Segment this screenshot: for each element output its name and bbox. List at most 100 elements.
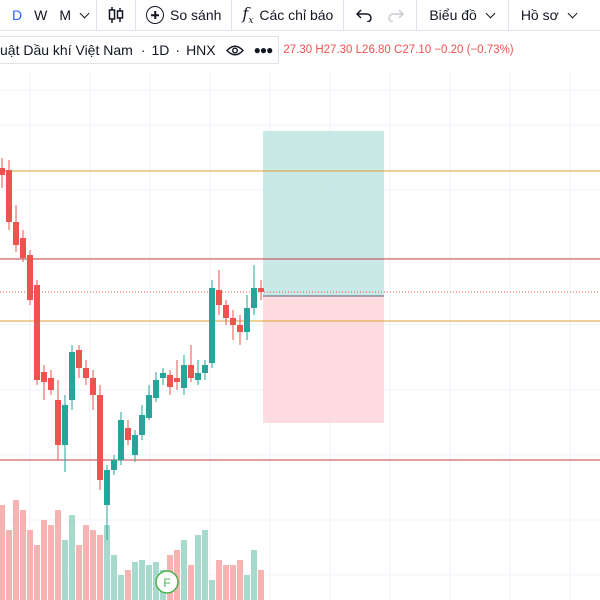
toolbar-divider bbox=[343, 0, 345, 30]
candle-body bbox=[125, 428, 131, 440]
candle-body bbox=[188, 365, 194, 378]
volume-bar bbox=[258, 570, 264, 600]
interval-w-button[interactable]: W bbox=[34, 7, 48, 23]
top-toolbar: D W M So sánh fx Các chỉ báo B bbox=[0, 0, 600, 31]
volume-bar bbox=[62, 540, 68, 600]
volume-bar bbox=[97, 535, 103, 600]
candle bbox=[111, 455, 117, 475]
ohlc-close: C27.10 bbox=[394, 44, 432, 56]
candle bbox=[237, 315, 243, 345]
volume-bar bbox=[55, 510, 61, 600]
eye-icon[interactable] bbox=[225, 45, 244, 56]
profile-menu-button[interactable]: Hồ sơ bbox=[509, 0, 590, 30]
undo-icon bbox=[356, 9, 373, 22]
candle bbox=[27, 250, 33, 305]
add-circle-icon bbox=[146, 6, 165, 24]
volume-bar bbox=[118, 575, 124, 600]
event-marker[interactable]: F bbox=[155, 570, 179, 594]
candle-body bbox=[27, 255, 33, 300]
symbol-name: uật Dầu khí Việt Nam bbox=[0, 42, 133, 58]
volume-bar bbox=[13, 500, 19, 600]
candle-body bbox=[48, 378, 54, 390]
volume-bar bbox=[41, 520, 47, 600]
candle-body bbox=[160, 373, 166, 378]
symbol-interval: 1D bbox=[151, 42, 170, 58]
candle bbox=[146, 385, 152, 420]
volume-bar bbox=[139, 560, 145, 600]
candle bbox=[69, 345, 75, 410]
candle bbox=[258, 280, 264, 300]
redo-button[interactable] bbox=[380, 0, 416, 30]
volume-bar bbox=[34, 545, 40, 600]
candle bbox=[181, 355, 187, 395]
candle-body bbox=[41, 372, 47, 382]
candlesticks bbox=[0, 158, 264, 540]
volume-bar bbox=[209, 580, 215, 600]
interval-d-button[interactable]: D bbox=[12, 7, 23, 23]
symbol-exchange: HNX bbox=[186, 42, 216, 58]
volume-bar bbox=[181, 540, 187, 600]
function-icon: fx bbox=[242, 3, 254, 27]
volume-bars bbox=[0, 500, 264, 600]
candle-body bbox=[97, 395, 103, 480]
candle bbox=[251, 265, 257, 315]
candle-body bbox=[223, 305, 229, 318]
candle-body bbox=[146, 395, 152, 418]
volume-bar bbox=[174, 550, 180, 600]
candle-body bbox=[174, 378, 180, 382]
volume-bar bbox=[202, 530, 208, 600]
volume-bar bbox=[244, 575, 250, 600]
ohlc-open: 27.30 bbox=[283, 44, 313, 56]
candle bbox=[0, 158, 5, 188]
candle-body bbox=[181, 365, 187, 388]
candle bbox=[167, 370, 173, 395]
volume-bar bbox=[27, 530, 33, 600]
candle bbox=[160, 368, 166, 385]
candle bbox=[62, 395, 68, 472]
candle bbox=[20, 230, 26, 262]
indicators-button[interactable]: fx Các chỉ báo bbox=[232, 0, 343, 30]
candle bbox=[188, 345, 194, 382]
candle bbox=[230, 310, 236, 340]
candle bbox=[153, 372, 159, 402]
chart-menu-button[interactable]: Biểu đồ bbox=[417, 0, 507, 30]
event-marker-label: F bbox=[163, 576, 170, 590]
candle-body bbox=[20, 238, 26, 258]
compare-label: So sánh bbox=[170, 7, 222, 23]
candle bbox=[202, 360, 208, 380]
candle bbox=[125, 420, 131, 445]
candle bbox=[6, 160, 12, 230]
undo-button[interactable] bbox=[344, 0, 380, 30]
chart-menu-label: Biểu đồ bbox=[429, 7, 477, 23]
volume-bar bbox=[237, 560, 243, 600]
candle-body bbox=[83, 368, 89, 378]
symbol-info[interactable]: uật Dầu khí Việt Nam · 1D · HNX ●●● bbox=[0, 36, 280, 64]
volume-bar bbox=[6, 530, 12, 600]
profile-menu-label: Hồ sơ bbox=[520, 7, 559, 23]
candle-body bbox=[111, 460, 117, 470]
candle bbox=[244, 295, 250, 340]
candle bbox=[195, 360, 201, 385]
candle-body bbox=[104, 470, 110, 505]
candle-body bbox=[153, 380, 159, 398]
volume-bar bbox=[146, 565, 152, 600]
ohlc-change: −0.20 (−0.73%) bbox=[434, 44, 514, 56]
volume-bar bbox=[83, 525, 89, 600]
more-options-icon[interactable]: ●●● bbox=[253, 43, 274, 57]
profit-zone bbox=[263, 131, 384, 296]
candle-body bbox=[13, 222, 19, 245]
interval-m-button[interactable]: M bbox=[59, 7, 72, 23]
compare-button[interactable]: So sánh bbox=[136, 0, 231, 30]
chart-type-button[interactable] bbox=[97, 0, 135, 30]
volume-bar bbox=[223, 565, 229, 600]
candle-body bbox=[251, 288, 257, 308]
volume-bar bbox=[230, 565, 236, 600]
candle-body bbox=[230, 318, 236, 325]
candle bbox=[76, 345, 82, 378]
candle bbox=[34, 280, 40, 385]
candle-body bbox=[76, 350, 82, 368]
candle bbox=[97, 385, 103, 490]
candle bbox=[83, 360, 89, 385]
candle-body bbox=[202, 365, 208, 373]
